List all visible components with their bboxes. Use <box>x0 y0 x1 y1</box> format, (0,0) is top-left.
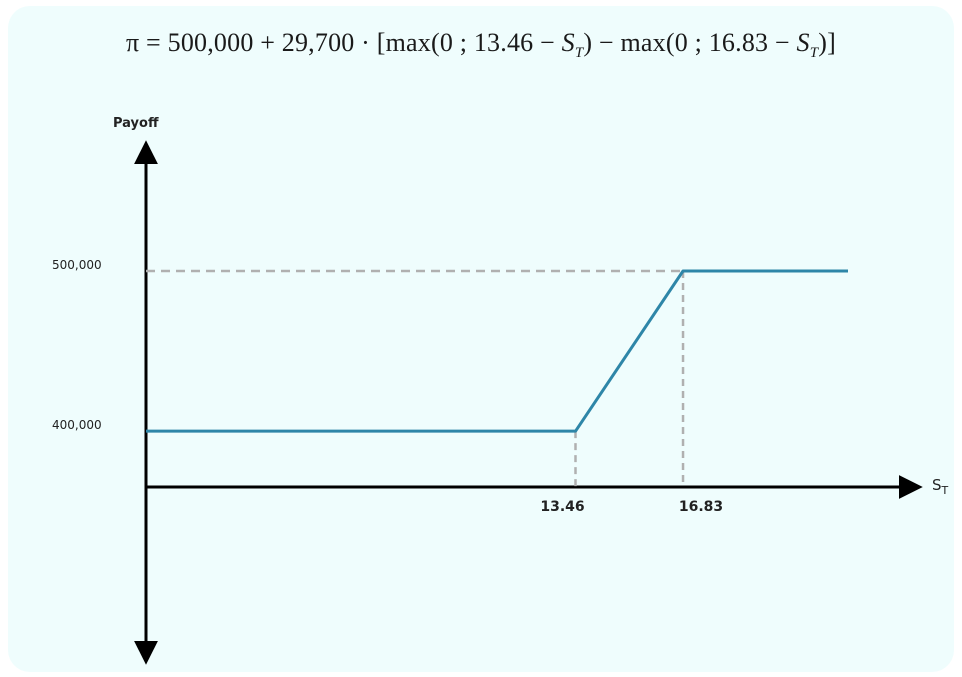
y-tick-label: 500,000 <box>52 258 102 272</box>
y-axis-title: Payoff <box>113 116 159 131</box>
series-layer <box>146 269 848 433</box>
chart-background <box>8 6 954 672</box>
x-tick-label: 16.83 <box>679 499 723 515</box>
guide-lines <box>146 269 685 487</box>
payoff-series-line <box>146 269 848 433</box>
chart-title-formula: π = 500,000 + 29,700 · [max(0 ; 13.46 − … <box>0 28 962 62</box>
x-tick-label: 13.46 <box>540 499 584 515</box>
x-axis-title: ST <box>932 476 949 497</box>
y-tick-label: 400,000 <box>52 418 102 432</box>
formula-text: π = 500,000 + 29,700 · [max(0 ; 13.46 − … <box>126 28 836 62</box>
tick-labels: 500,000 400,000 13.46 16.83 <box>52 258 723 515</box>
